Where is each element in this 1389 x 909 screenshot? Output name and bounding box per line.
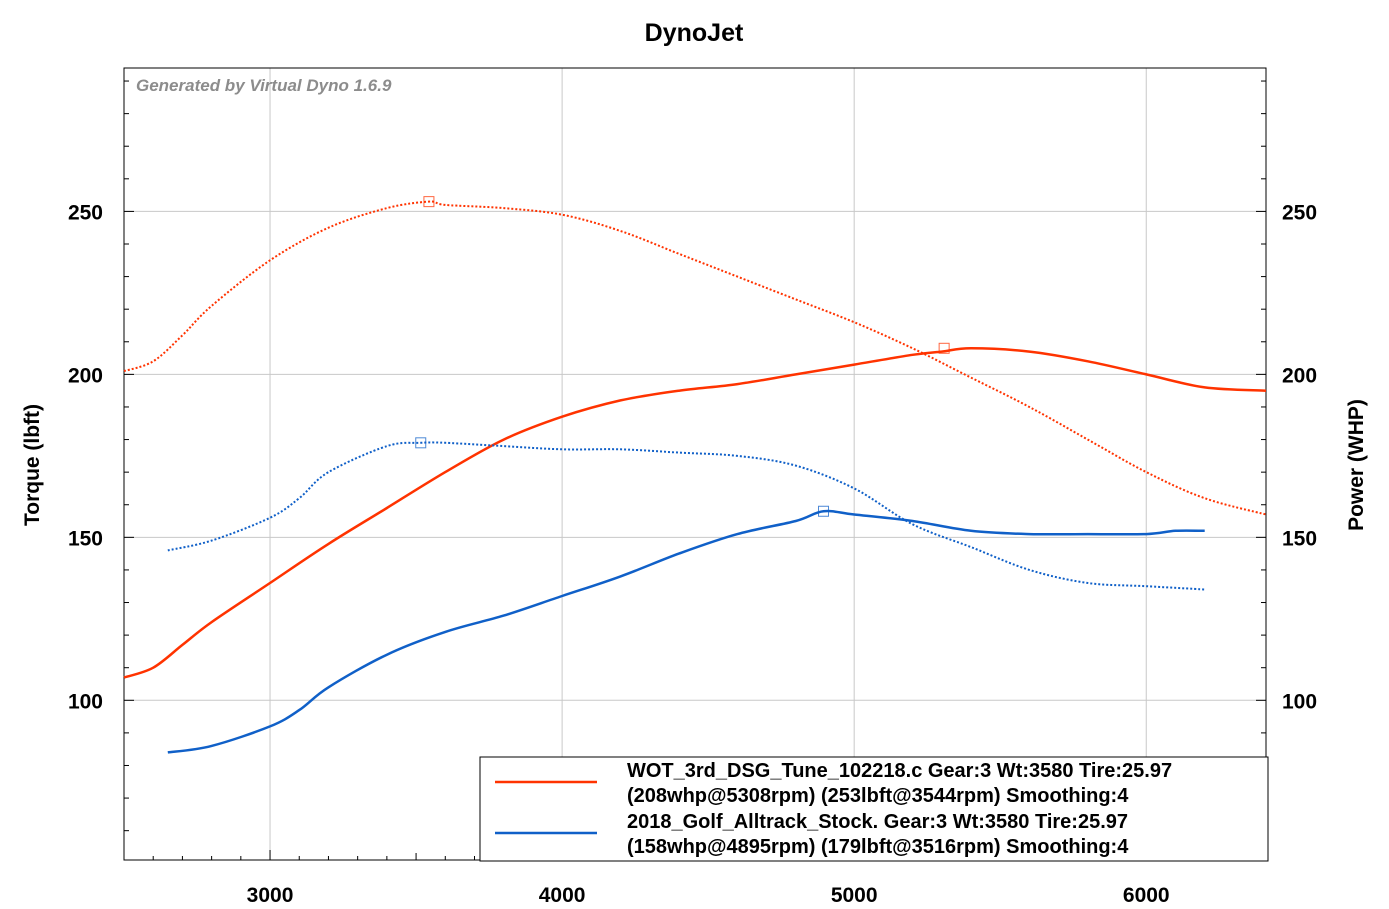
peak-torque-marker-tune: [423, 196, 435, 208]
y-tick-label-left: 100: [68, 690, 103, 713]
series: [123, 196, 1267, 754]
bottom-axis: 3000 4000 5000 6000: [152, 850, 1264, 907]
x-tick-label: 5000: [831, 884, 878, 907]
legend-entry-stock-line1: 2018_Golf_Alltrack_Stock. Gear:3 Wt:3580…: [627, 811, 1128, 833]
legend-box: [479, 756, 1269, 862]
legend-entry-tune-line2: (208whp@5308rpm) (253lbft@3544rpm) Smoot…: [627, 785, 1129, 807]
peak-power-marker-stock: [818, 505, 830, 517]
y-tick-label-right: 200: [1282, 364, 1317, 387]
y-tick-label-left: 200: [68, 364, 103, 387]
y-axis-label-right: Power (WHP): [1345, 399, 1368, 531]
peak-torque-marker-stock: [415, 437, 427, 449]
power-line-tune: [123, 347, 1267, 679]
series-stock: [167, 437, 1205, 754]
legend-entry-tune-line1: WOT_3rd_DSG_Tune_102218.c Gear:3 Wt:3580…: [627, 760, 1172, 782]
watermark: Generated by Virtual Dyno 1.6.9: [136, 76, 392, 95]
y-tick-label-left: 250: [68, 201, 103, 224]
x-tick-label: 4000: [539, 884, 586, 907]
torque-line-tune: [123, 200, 1267, 516]
y-axis-label-left: Torque (lbft): [21, 404, 44, 526]
plot-frame: [123, 67, 1267, 861]
y-tick-label-left: 150: [68, 527, 103, 550]
peak-power-marker-tune: [938, 342, 950, 354]
y-tick-label-right: 250: [1282, 201, 1317, 224]
legend: WOT_3rd_DSG_Tune_102218.c Gear:3 Wt:3580…: [479, 756, 1269, 862]
right-axis: 100 150 200 250: [1256, 80, 1317, 832]
torque-line-stock: [167, 441, 1205, 591]
left-axis: 100 150 200 250: [68, 80, 134, 832]
y-tick-label-right: 150: [1282, 527, 1317, 550]
y-tick-label-right: 100: [1282, 690, 1317, 713]
power-line-stock: [167, 509, 1205, 754]
x-tick-label: 6000: [1123, 884, 1170, 907]
grid: [124, 68, 1266, 860]
x-tick-label: 3000: [247, 884, 294, 907]
legend-entry-stock-line2: (158whp@4895rpm) (179lbft@3516rpm) Smoot…: [627, 836, 1129, 858]
chart-title: DynoJet: [645, 19, 744, 47]
series-tune: [123, 196, 1267, 679]
